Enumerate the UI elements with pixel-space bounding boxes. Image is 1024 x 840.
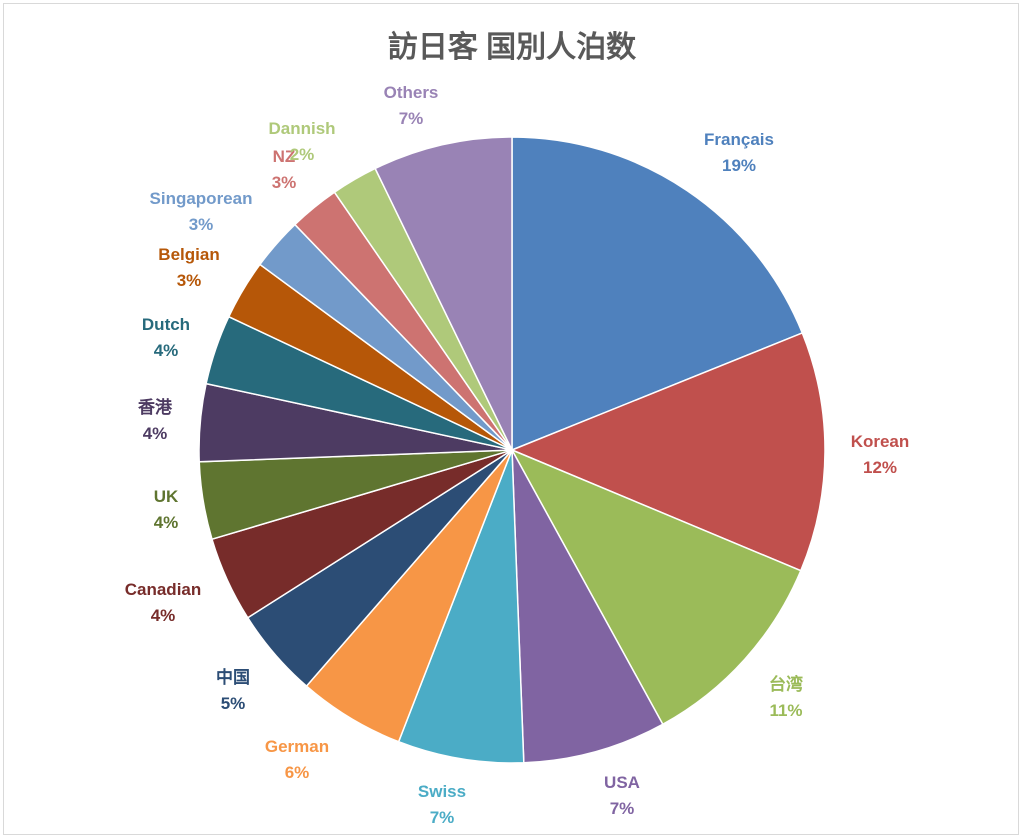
slice-label-percent: 3% — [177, 271, 202, 290]
slice-label-name: Others — [384, 83, 439, 102]
pie-slice-3 — [511, 449, 664, 764]
slice-label-name: Canadian — [125, 580, 202, 599]
slice-label-percent: 3% — [189, 215, 214, 234]
slice-label-name: UK — [154, 487, 179, 506]
slice-label-percent: 5% — [221, 694, 246, 713]
slice-label-percent: 3% — [272, 173, 297, 192]
pie-slice-2 — [510, 448, 802, 726]
slice-label-percent: 6% — [285, 763, 310, 782]
slice-label-percent: 4% — [143, 424, 168, 443]
slice-label-name: Français — [704, 130, 774, 149]
slice-label-name: Singaporean — [150, 189, 253, 208]
slice-label-percent: 7% — [399, 109, 424, 128]
slice-label-name: Dannish — [268, 119, 335, 138]
pie-slice-1 — [510, 331, 826, 572]
slice-label-percent: 4% — [154, 341, 179, 360]
slice-label-name: Swiss — [418, 782, 466, 801]
slice-label-percent: 7% — [430, 808, 455, 827]
slice-label-name: 台湾 — [769, 674, 803, 694]
slice-label-name: Dutch — [142, 315, 190, 334]
slice-label-name: NZ — [273, 147, 296, 166]
slice-label-percent: 4% — [154, 513, 179, 532]
pie-slice-15 — [374, 136, 513, 451]
slice-label-percent: 4% — [151, 606, 176, 625]
slice-label-percent: 2% — [290, 145, 315, 164]
slice-label-percent: 7% — [610, 799, 635, 818]
slice-label-percent: 12% — [863, 458, 897, 477]
slice-label-name: 香港 — [138, 397, 173, 417]
slice-label-name: USA — [604, 773, 640, 792]
pie-slice-0 — [511, 136, 804, 452]
slice-label-name: Korean — [851, 432, 910, 451]
chart-area — [3, 3, 1019, 835]
slice-label-percent: 19% — [722, 156, 756, 175]
chart-title: 訪日客 国別人泊数 — [387, 31, 637, 64]
pie-slice-4 — [397, 449, 525, 764]
slice-label-name: German — [265, 737, 329, 756]
slice-label-percent: 11% — [769, 701, 802, 720]
slice-label-name: Belgian — [158, 245, 219, 264]
slice-label-name: 中国 — [216, 667, 250, 687]
